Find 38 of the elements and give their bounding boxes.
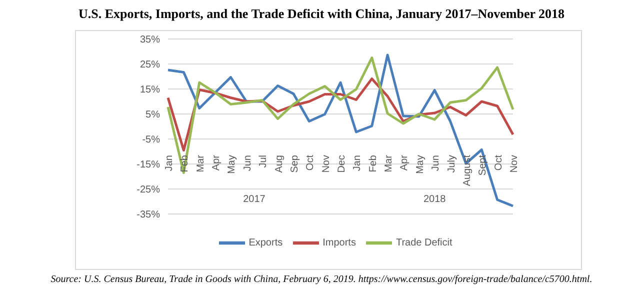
annotation: 2017	[242, 194, 266, 205]
chart-title: U.S. Exports, Imports, and the Trade Deficit with China, January 2017–November 2018	[77, 6, 566, 22]
y-tick-label: -5%	[142, 134, 160, 146]
x-tick-label: May	[226, 155, 238, 174]
x-tick-label: May	[414, 155, 426, 174]
x-tick-label: Jun	[430, 155, 442, 172]
x-tick-label: August	[462, 154, 473, 186]
x-tick-label: Apr	[399, 154, 410, 171]
x-tick-label: Aug	[274, 155, 285, 173]
x-tick-label: Mar	[384, 154, 395, 172]
x-tick-label: Sep	[289, 154, 300, 173]
x-tick-label: Nov	[320, 155, 332, 173]
y-tick-label: -15%	[136, 160, 160, 171]
legend-label: Exports	[248, 238, 283, 249]
x-tick-label: Oct	[493, 154, 504, 171]
x-tick-label: July	[446, 155, 458, 173]
x-tick-label: Dec	[336, 155, 348, 173]
y-tick-label: 15%	[140, 84, 160, 96]
legend-label: Trade Deficit	[396, 238, 452, 249]
legend-label: Imports	[322, 238, 356, 249]
x-tick-label: Jul	[258, 155, 270, 168]
y-tick-label: 5%	[146, 110, 160, 121]
x-tick-label: Nov	[509, 155, 520, 173]
x-tick-label: Jan	[164, 155, 175, 172]
x-tick-label: Jan	[352, 155, 364, 172]
annotation: 2018	[422, 194, 447, 205]
y-tick-label: 25%	[140, 60, 160, 71]
x-tick-label: Mar	[195, 154, 206, 172]
x-tick-label: Sept	[478, 154, 489, 176]
y-tick-label: 35%	[140, 34, 160, 46]
y-tick-label: -35%	[136, 210, 160, 221]
y-tick-label: -25%	[136, 184, 160, 196]
x-tick-label: Jun	[242, 155, 254, 172]
x-tick-label: Feb	[180, 154, 191, 172]
x-tick-label: Oct	[305, 154, 316, 171]
x-tick-label: Feb	[368, 154, 379, 172]
source-note: Source: U.S. Census Bureau, Trade in Goods with China, February 6, 2019. https://www.census.gov/foreign-trade/balance/c5700.html.	[50, 274, 594, 285]
x-tick-label: Apr	[211, 154, 222, 171]
